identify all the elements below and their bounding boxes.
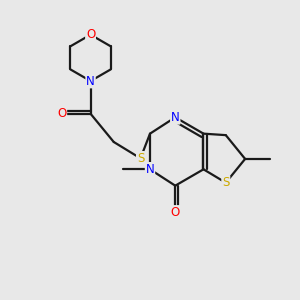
Text: N: N	[146, 163, 154, 176]
Text: O: O	[171, 206, 180, 219]
Text: N: N	[171, 111, 180, 124]
Text: O: O	[86, 28, 95, 41]
Text: S: S	[137, 152, 144, 165]
Text: O: O	[57, 107, 66, 120]
Text: S: S	[222, 176, 230, 189]
Text: N: N	[86, 74, 95, 88]
